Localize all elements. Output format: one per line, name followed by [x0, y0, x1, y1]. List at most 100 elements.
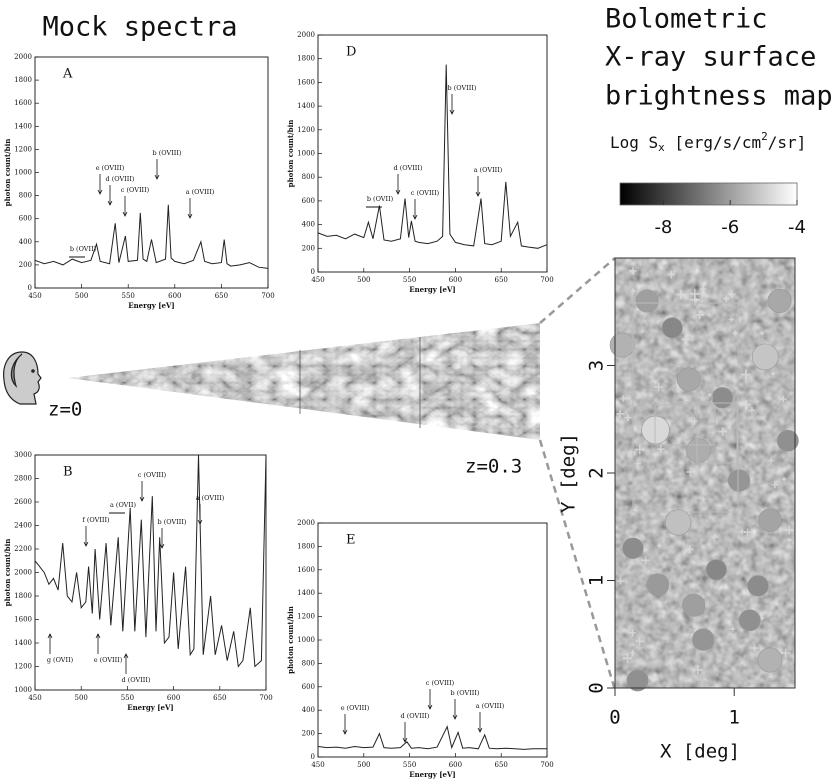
- y-tick-label: 1600: [297, 78, 315, 86]
- source: [635, 289, 659, 313]
- y-tick-label: 1600: [297, 566, 315, 574]
- y-tick-label: 2000: [297, 519, 315, 527]
- panel-label: B: [63, 465, 73, 480]
- x-tick-label: 700: [540, 276, 553, 284]
- line-label: e (OVIII): [96, 164, 125, 172]
- map-texture: [695, 310, 705, 320]
- arrow-head: [412, 214, 418, 220]
- plot-frame: [317, 34, 548, 273]
- map-texture: [779, 395, 787, 403]
- colorbar-label-part: 2: [761, 130, 768, 143]
- arrow-head: [139, 496, 145, 502]
- source: [646, 573, 670, 597]
- observer: [3, 351, 42, 405]
- line-label: c (OVIII): [121, 186, 150, 194]
- map-texture: [693, 665, 703, 675]
- source: [757, 647, 783, 673]
- x-axis-label: X [deg]: [660, 741, 740, 763]
- spectrum: [34, 204, 269, 269]
- arrow-head: [47, 633, 53, 639]
- zoom-line: [539, 257, 616, 324]
- y-tick-label: 0: [311, 268, 315, 276]
- colorbar-tick-label: -4: [788, 217, 806, 238]
- line-label: e (OVIII): [341, 704, 370, 712]
- plot-frame: [34, 454, 267, 691]
- y-tick-label: 2000: [297, 31, 315, 39]
- arrow-head: [475, 191, 481, 197]
- map-texture: [741, 399, 751, 410]
- source: [682, 593, 706, 617]
- y-tick-label: 400: [19, 238, 32, 246]
- y-tick-label: 200: [302, 244, 315, 252]
- right-title: X-ray surface: [605, 42, 816, 73]
- map-texture: [654, 382, 663, 392]
- source: [747, 575, 769, 597]
- arrow-head: [154, 174, 160, 180]
- y-tick-label: 1600: [14, 616, 32, 624]
- map-texture: [699, 285, 707, 293]
- source: [622, 537, 644, 559]
- zoom-line: [538, 439, 617, 691]
- x-tick-label: 550: [122, 292, 135, 300]
- arrow-head: [449, 109, 455, 115]
- map-texture: [657, 445, 665, 453]
- y-tick-label: 600: [19, 215, 32, 223]
- map-texture: [689, 288, 700, 299]
- y-tick-label: 2000: [14, 53, 32, 61]
- map-texture: [771, 371, 776, 376]
- map-texture: [732, 330, 739, 336]
- y-tick-label: 1000: [297, 150, 315, 158]
- line-label: a (OVIII): [196, 494, 225, 502]
- x-tick-label: 1: [728, 707, 739, 729]
- left-title: Mock spectra: [42, 12, 237, 43]
- x-tick-label: 650: [215, 292, 228, 300]
- source: [641, 415, 670, 445]
- x-tick-label: 550: [403, 761, 416, 769]
- panel-label: E: [346, 533, 356, 548]
- y-tick-label: 600: [302, 683, 315, 691]
- line-label: b (OVIII): [153, 149, 182, 157]
- y-tick-label: 1000: [297, 636, 315, 644]
- map-texture: [732, 377, 738, 384]
- map-texture: [634, 460, 641, 467]
- map-texture: [786, 537, 792, 543]
- y-tick-label: 2200: [14, 545, 32, 553]
- y-tick-label: 2000: [14, 569, 32, 577]
- source: [661, 317, 683, 339]
- y-tick-label: 1600: [14, 99, 32, 107]
- arrow-head: [107, 200, 113, 206]
- map-texture: [780, 648, 791, 658]
- map-texture: [729, 626, 736, 632]
- map-texture: [781, 476, 787, 482]
- line-label: b (OVIII): [158, 518, 187, 526]
- colorbar-label-part: /sr]: [768, 133, 807, 152]
- line-label: a (OVIII): [186, 188, 215, 196]
- y-tick-label: 800: [302, 659, 315, 667]
- arrow-head: [477, 727, 483, 733]
- y-tick-label: 1800: [14, 592, 32, 600]
- x-tick-label: 450: [311, 761, 324, 769]
- source: [767, 288, 792, 313]
- arrow-head: [452, 714, 458, 720]
- x-axis-label: Energy [eV]: [409, 285, 455, 294]
- y-tick-label: 800: [302, 173, 315, 181]
- line-label: c (OVIII): [411, 189, 440, 197]
- line-label: b (OVII): [367, 195, 394, 203]
- y-axis-label: photon count/bin: [3, 139, 12, 207]
- y-tick-label: 1400: [14, 122, 32, 130]
- arrow-head: [83, 541, 89, 547]
- arrow-head: [187, 213, 193, 219]
- y-tick-label: 2400: [14, 522, 32, 530]
- map-texture: [707, 392, 712, 397]
- source: [692, 628, 715, 651]
- map-texture: [628, 629, 637, 637]
- map-texture: [617, 577, 624, 585]
- x-tick-label: 500: [75, 694, 88, 702]
- y-tick-label: 1400: [14, 639, 32, 647]
- map-texture: [739, 528, 746, 535]
- x-tick-label: 650: [213, 694, 226, 702]
- map-texture: [641, 556, 650, 565]
- arrow-head: [427, 704, 433, 710]
- map-texture: [712, 465, 718, 471]
- x-tick-label: 700: [261, 292, 274, 300]
